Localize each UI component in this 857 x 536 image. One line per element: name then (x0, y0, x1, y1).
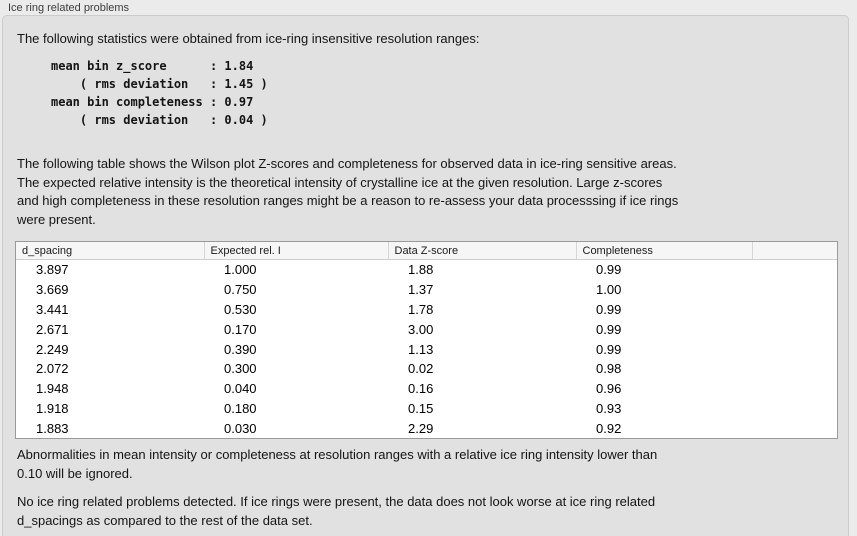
table-cell: 0.180 (224, 400, 257, 416)
ice-ring-panel: The following statistics were obtained f… (2, 15, 849, 536)
table-row[interactable]: 3.441 0.530 1.78 0.99 (16, 300, 837, 320)
table-cell: 0.98 (596, 361, 622, 377)
table-cell (752, 260, 837, 280)
table-cell: 1.00 (596, 282, 622, 298)
table-cell: 0.92 (596, 420, 622, 436)
table-cell: 1.13 (408, 341, 434, 357)
table-row[interactable]: 1.883 0.030 2.29 0.92 (16, 418, 837, 438)
table-cell: 2.29 (408, 420, 434, 436)
table-cell (752, 280, 837, 300)
conclusion-text: No ice ring related problems detected. I… (17, 494, 656, 528)
table-cell: 2.249 (36, 341, 69, 357)
table-cell: 0.170 (224, 321, 257, 337)
column-header-expected-rel-i[interactable]: Expected rel. I (204, 242, 389, 260)
table-cell: 1.918 (36, 400, 69, 416)
table-row[interactable]: 1.918 0.180 0.15 0.93 (16, 399, 837, 419)
table-cell: 0.300 (224, 361, 257, 377)
table-row[interactable]: 1.948 0.040 0.16 0.96 (16, 379, 837, 399)
table-cell: 1.37 (408, 282, 434, 298)
table-cell (752, 399, 837, 419)
table-row[interactable]: 3.669 0.750 1.37 1.00 (16, 280, 837, 300)
ice-ring-table[interactable]: d_spacing Expected rel. I Data Z-score Comp… (15, 241, 838, 439)
column-header-completeness[interactable]: Completeness (576, 242, 753, 260)
table-cell (752, 359, 837, 379)
table-cell: 0.99 (596, 321, 622, 337)
table-cell: 0.99 (596, 301, 622, 317)
column-header-data-z-score[interactable]: Data Z-score (388, 242, 577, 260)
column-header-d-spacing[interactable]: d_spacing (16, 242, 205, 260)
table-cell: 1.88 (408, 262, 434, 278)
table-cell: 0.15 (408, 400, 434, 416)
table-cell: 3.441 (36, 301, 69, 317)
table-cell: 0.040 (224, 381, 257, 397)
table-row[interactable]: 2.072 0.300 0.02 0.98 (16, 359, 837, 379)
table-row[interactable]: 2.671 0.170 3.00 0.99 (16, 319, 837, 339)
table-cell (752, 319, 837, 339)
table-cell (752, 300, 837, 320)
ice-ring-data-table: d_spacing Expected rel. I Data Z-score Comp… (16, 242, 837, 438)
table-cell: 3.00 (408, 321, 434, 337)
column-header-empty[interactable] (752, 242, 837, 260)
stats-block: mean bin z_score : 1.84 ( rms deviation … (51, 59, 268, 127)
table-cell: 3.669 (36, 282, 69, 298)
table-description-text: The following table shows the Wilson plo… (17, 156, 679, 227)
table-cell: 0.530 (224, 301, 257, 317)
table-cell: 1.883 (36, 420, 69, 436)
groupbox-title: Ice ring related problems (8, 2, 130, 14)
table-cell: 0.02 (408, 361, 434, 377)
table-cell: 0.99 (596, 341, 622, 357)
table-header-row: d_spacing Expected rel. I Data Z-score Comp… (16, 242, 837, 260)
table-cell (752, 339, 837, 359)
table-cell: 0.030 (224, 420, 257, 436)
table-cell: 2.072 (36, 361, 69, 377)
table-cell: 0.16 (408, 381, 434, 397)
stats-intro-text: The following statistics were obtained f… (17, 31, 480, 46)
table-cell: 0.390 (224, 341, 257, 357)
table-cell: 0.99 (596, 262, 622, 278)
table-cell: 1.948 (36, 381, 69, 397)
table-cell: 2.671 (36, 321, 69, 337)
table-cell: 0.93 (596, 400, 622, 416)
table-cell: 1.000 (224, 262, 257, 278)
table-cell (752, 418, 837, 438)
table-cell: 3.897 (36, 262, 69, 278)
ignore-threshold-note-text: Abnormalities in mean intensity or compl… (17, 447, 658, 481)
table-cell: 1.78 (408, 301, 434, 317)
table-cell: 0.750 (224, 282, 257, 298)
table-row[interactable]: 3.897 1.000 1.88 0.99 (16, 260, 837, 280)
table-cell (752, 379, 837, 399)
table-row[interactable]: 2.249 0.390 1.13 0.99 (16, 339, 837, 359)
table-cell: 0.96 (596, 381, 622, 397)
